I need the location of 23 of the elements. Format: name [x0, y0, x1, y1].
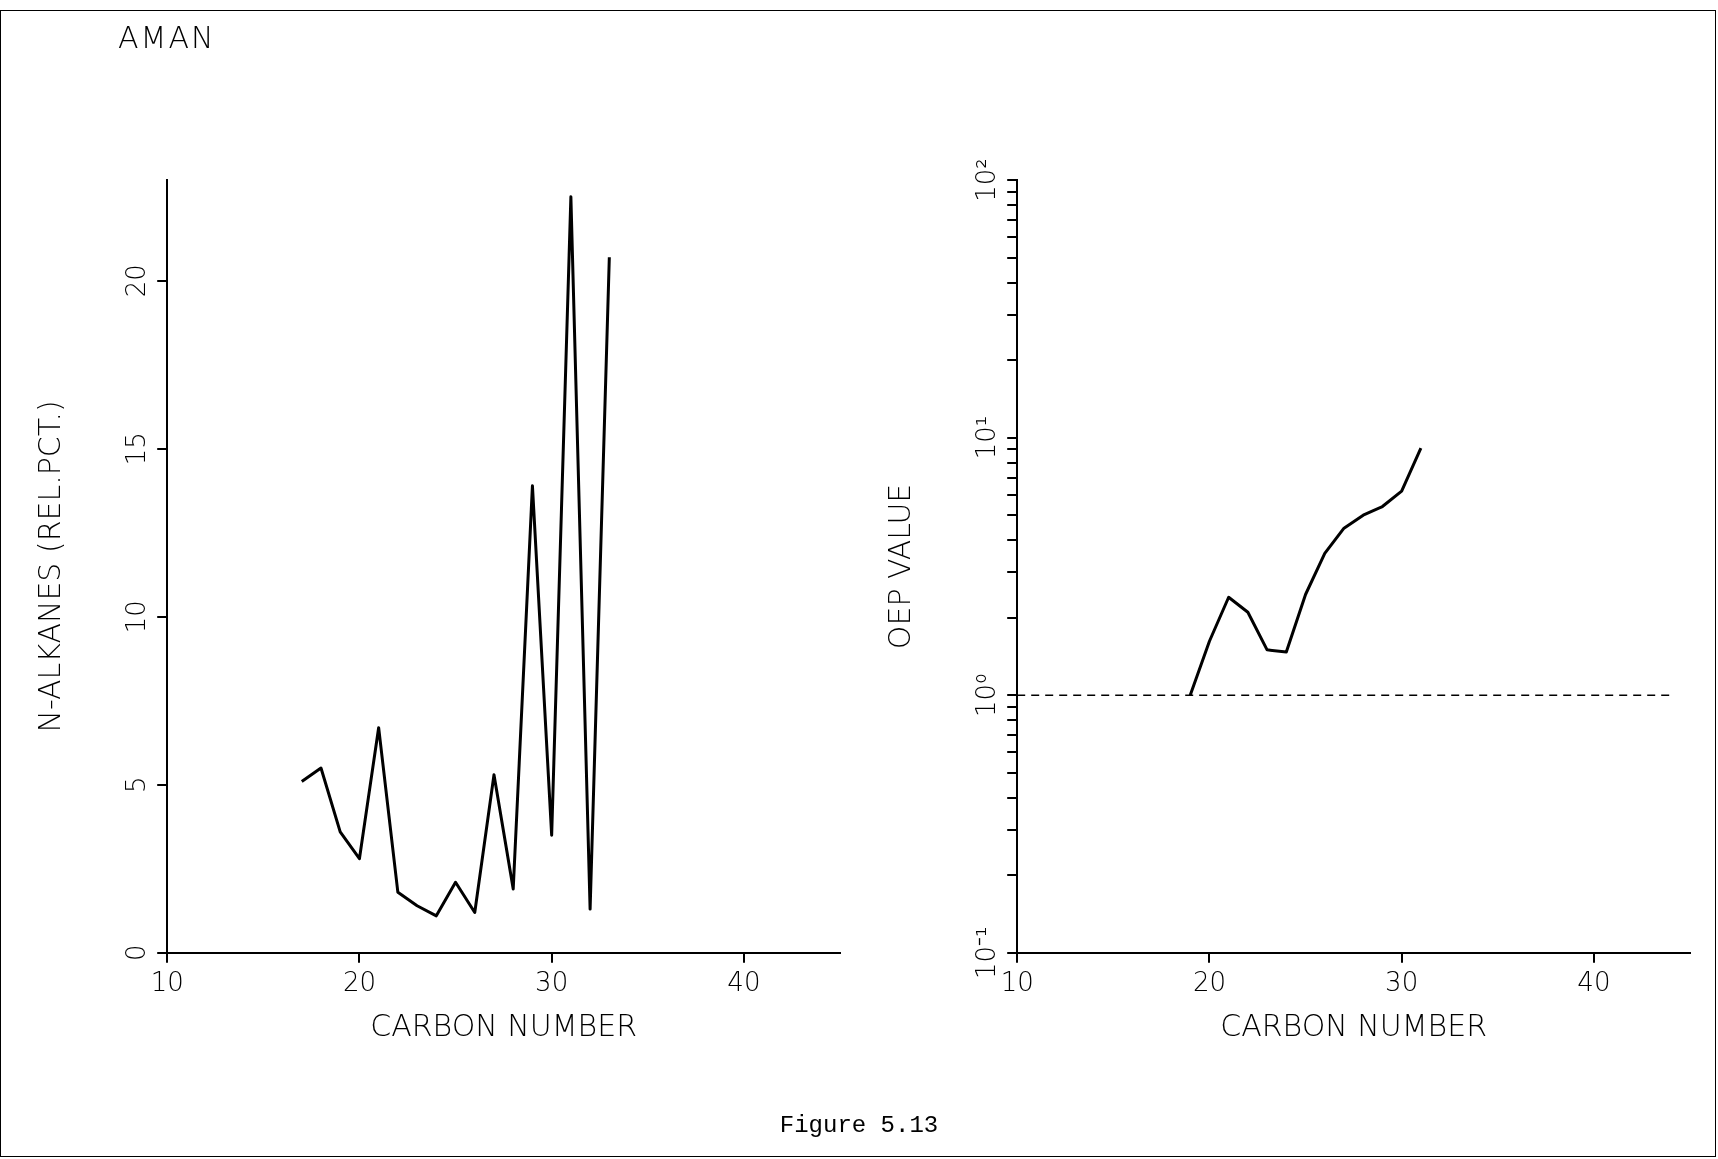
x-tick-label: 30 [535, 967, 569, 998]
y-tick-label: 10⁰ [970, 673, 1001, 717]
y-tick-label: 10 [120, 600, 151, 634]
x-axis-title: CARBON NUMBER [1220, 1007, 1487, 1043]
x-tick-label: 10 [150, 967, 184, 998]
y-tick-label: 10⁻¹ [970, 926, 1001, 980]
y-tick-label: 10² [970, 158, 1001, 202]
y-axis-title: N-ALKANES (REL.PCT.) [31, 400, 67, 733]
y-tick-label: 15 [120, 432, 151, 466]
x-tick-label: 30 [1385, 967, 1419, 998]
x-tick-label: 40 [1577, 967, 1611, 998]
chart-title: AMAN [118, 20, 216, 55]
x-tick-label: 10 [1000, 967, 1034, 998]
x-axis-title: CARBON NUMBER [370, 1007, 637, 1043]
x-tick-label: 20 [1192, 967, 1226, 998]
y-axis-title: OEP VALUE [881, 483, 917, 650]
y-tick-label: 5 [120, 776, 151, 794]
caption: Figure 5.13 [778, 1112, 940, 1139]
x-tick-label: 40 [727, 967, 761, 998]
y-tick-label: 20 [120, 264, 151, 298]
y-tick-label: 0 [120, 944, 151, 962]
y-tick-label: 10¹ [970, 415, 1001, 460]
x-tick-label: 20 [342, 967, 376, 998]
